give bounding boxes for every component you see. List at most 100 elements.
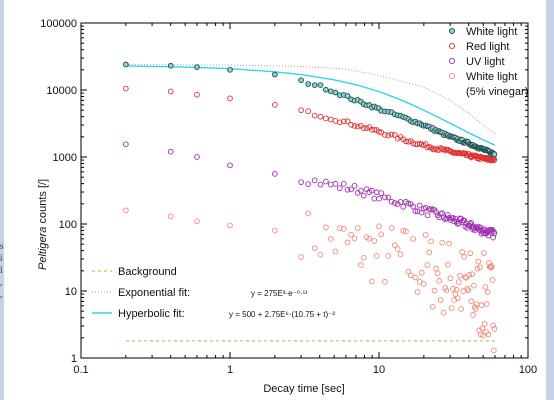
data-point: [428, 238, 434, 245]
x-tick-label: 0.1: [73, 364, 88, 376]
data-point: [348, 186, 354, 193]
data-point: [378, 190, 385, 196]
data-point: [385, 253, 392, 259]
chart-panel: 0.1 1 10 100 1 10 100 1000 10000 100000 Decay tim…: [4, 0, 546, 400]
data-point: [490, 322, 496, 329]
data-point: [305, 181, 312, 187]
data-point: [442, 147, 448, 154]
data-point: [480, 332, 486, 339]
data-point: [489, 277, 496, 283]
data-point: [481, 250, 487, 256]
data-point: [368, 278, 375, 285]
data-point: [298, 179, 304, 186]
data-point: [311, 82, 318, 89]
data-point: [447, 275, 454, 282]
data-point: [476, 153, 482, 160]
data-point: [327, 181, 334, 188]
data-point: [458, 306, 464, 312]
data-point: [344, 118, 351, 125]
data-point: [340, 226, 347, 232]
data-point: [194, 64, 200, 70]
data-point: [382, 194, 388, 201]
data-point: [410, 235, 416, 242]
x-tick-label: 10: [373, 364, 385, 376]
data-point: [465, 287, 472, 294]
data-point: [440, 146, 447, 153]
data-point: [351, 235, 358, 242]
data-point: [323, 115, 329, 122]
data-point: [305, 81, 312, 87]
data-point: [437, 297, 444, 303]
x-tick-label: 100: [519, 364, 537, 376]
data-point: [311, 177, 318, 184]
data-point: [482, 284, 489, 290]
data-point: [373, 253, 380, 259]
data-point: [344, 239, 351, 246]
data-point: [416, 202, 423, 209]
series-3: [123, 207, 498, 354]
y-axis-label-italic: Peltigera: [37, 227, 49, 270]
data-point: [394, 135, 401, 142]
series-1: [123, 85, 498, 164]
data-point: [443, 287, 450, 294]
data-point: [227, 162, 233, 169]
series-0: [123, 61, 498, 158]
data-point: [360, 254, 367, 261]
data-point: [298, 254, 304, 260]
data-point: [397, 251, 404, 258]
data-point: [336, 185, 343, 192]
data-point: [123, 207, 129, 214]
legend-label: White light: [466, 26, 517, 38]
data-point: [484, 301, 490, 307]
data-point: [412, 208, 419, 214]
data-point: [391, 132, 398, 138]
x-tick-label: 1: [227, 364, 233, 376]
data-point: [167, 148, 174, 155]
data-point: [368, 187, 375, 194]
data-point: [414, 289, 421, 295]
data-point: [491, 230, 498, 237]
data-point: [317, 113, 324, 120]
data-point: [485, 331, 492, 338]
legend-marker: [448, 42, 456, 50]
fit-line-dotted: [125, 64, 496, 135]
data-point: [360, 192, 367, 199]
data-point: [227, 95, 233, 102]
y-tick-label: 100000: [40, 18, 77, 30]
data-point: [457, 272, 463, 279]
data-point: [305, 210, 312, 217]
legend-label: White light: [466, 71, 517, 83]
data-point: [371, 126, 378, 133]
data-point: [439, 239, 446, 246]
fit-line-solid: [125, 65, 496, 146]
data-point: [422, 232, 429, 238]
data-point: [227, 222, 233, 229]
data-point: [378, 231, 385, 238]
data-point: [357, 187, 364, 194]
data-point: [407, 272, 414, 279]
data-point: [311, 112, 318, 119]
data-point: [388, 131, 395, 138]
data-point: [382, 132, 388, 138]
data-point: [317, 251, 324, 258]
legend-fit-formula: y = 275E³·e⁻⁰·⁵ᵗ: [251, 289, 308, 298]
data-point: [467, 250, 474, 257]
plot-frame: [80, 22, 529, 359]
data-point: [491, 326, 498, 332]
legend-label: Red light: [466, 41, 509, 53]
series-2: [123, 141, 498, 241]
data-point: [433, 265, 439, 272]
data-point: [327, 236, 334, 242]
data-point: [272, 227, 278, 234]
data-point: [450, 286, 456, 292]
data-point: [348, 231, 354, 238]
data-point: [167, 213, 174, 220]
data-point: [344, 186, 351, 193]
legend-label: UV light: [466, 56, 505, 68]
data-point: [371, 195, 378, 202]
data-point: [485, 232, 492, 239]
data-point: [298, 77, 304, 84]
